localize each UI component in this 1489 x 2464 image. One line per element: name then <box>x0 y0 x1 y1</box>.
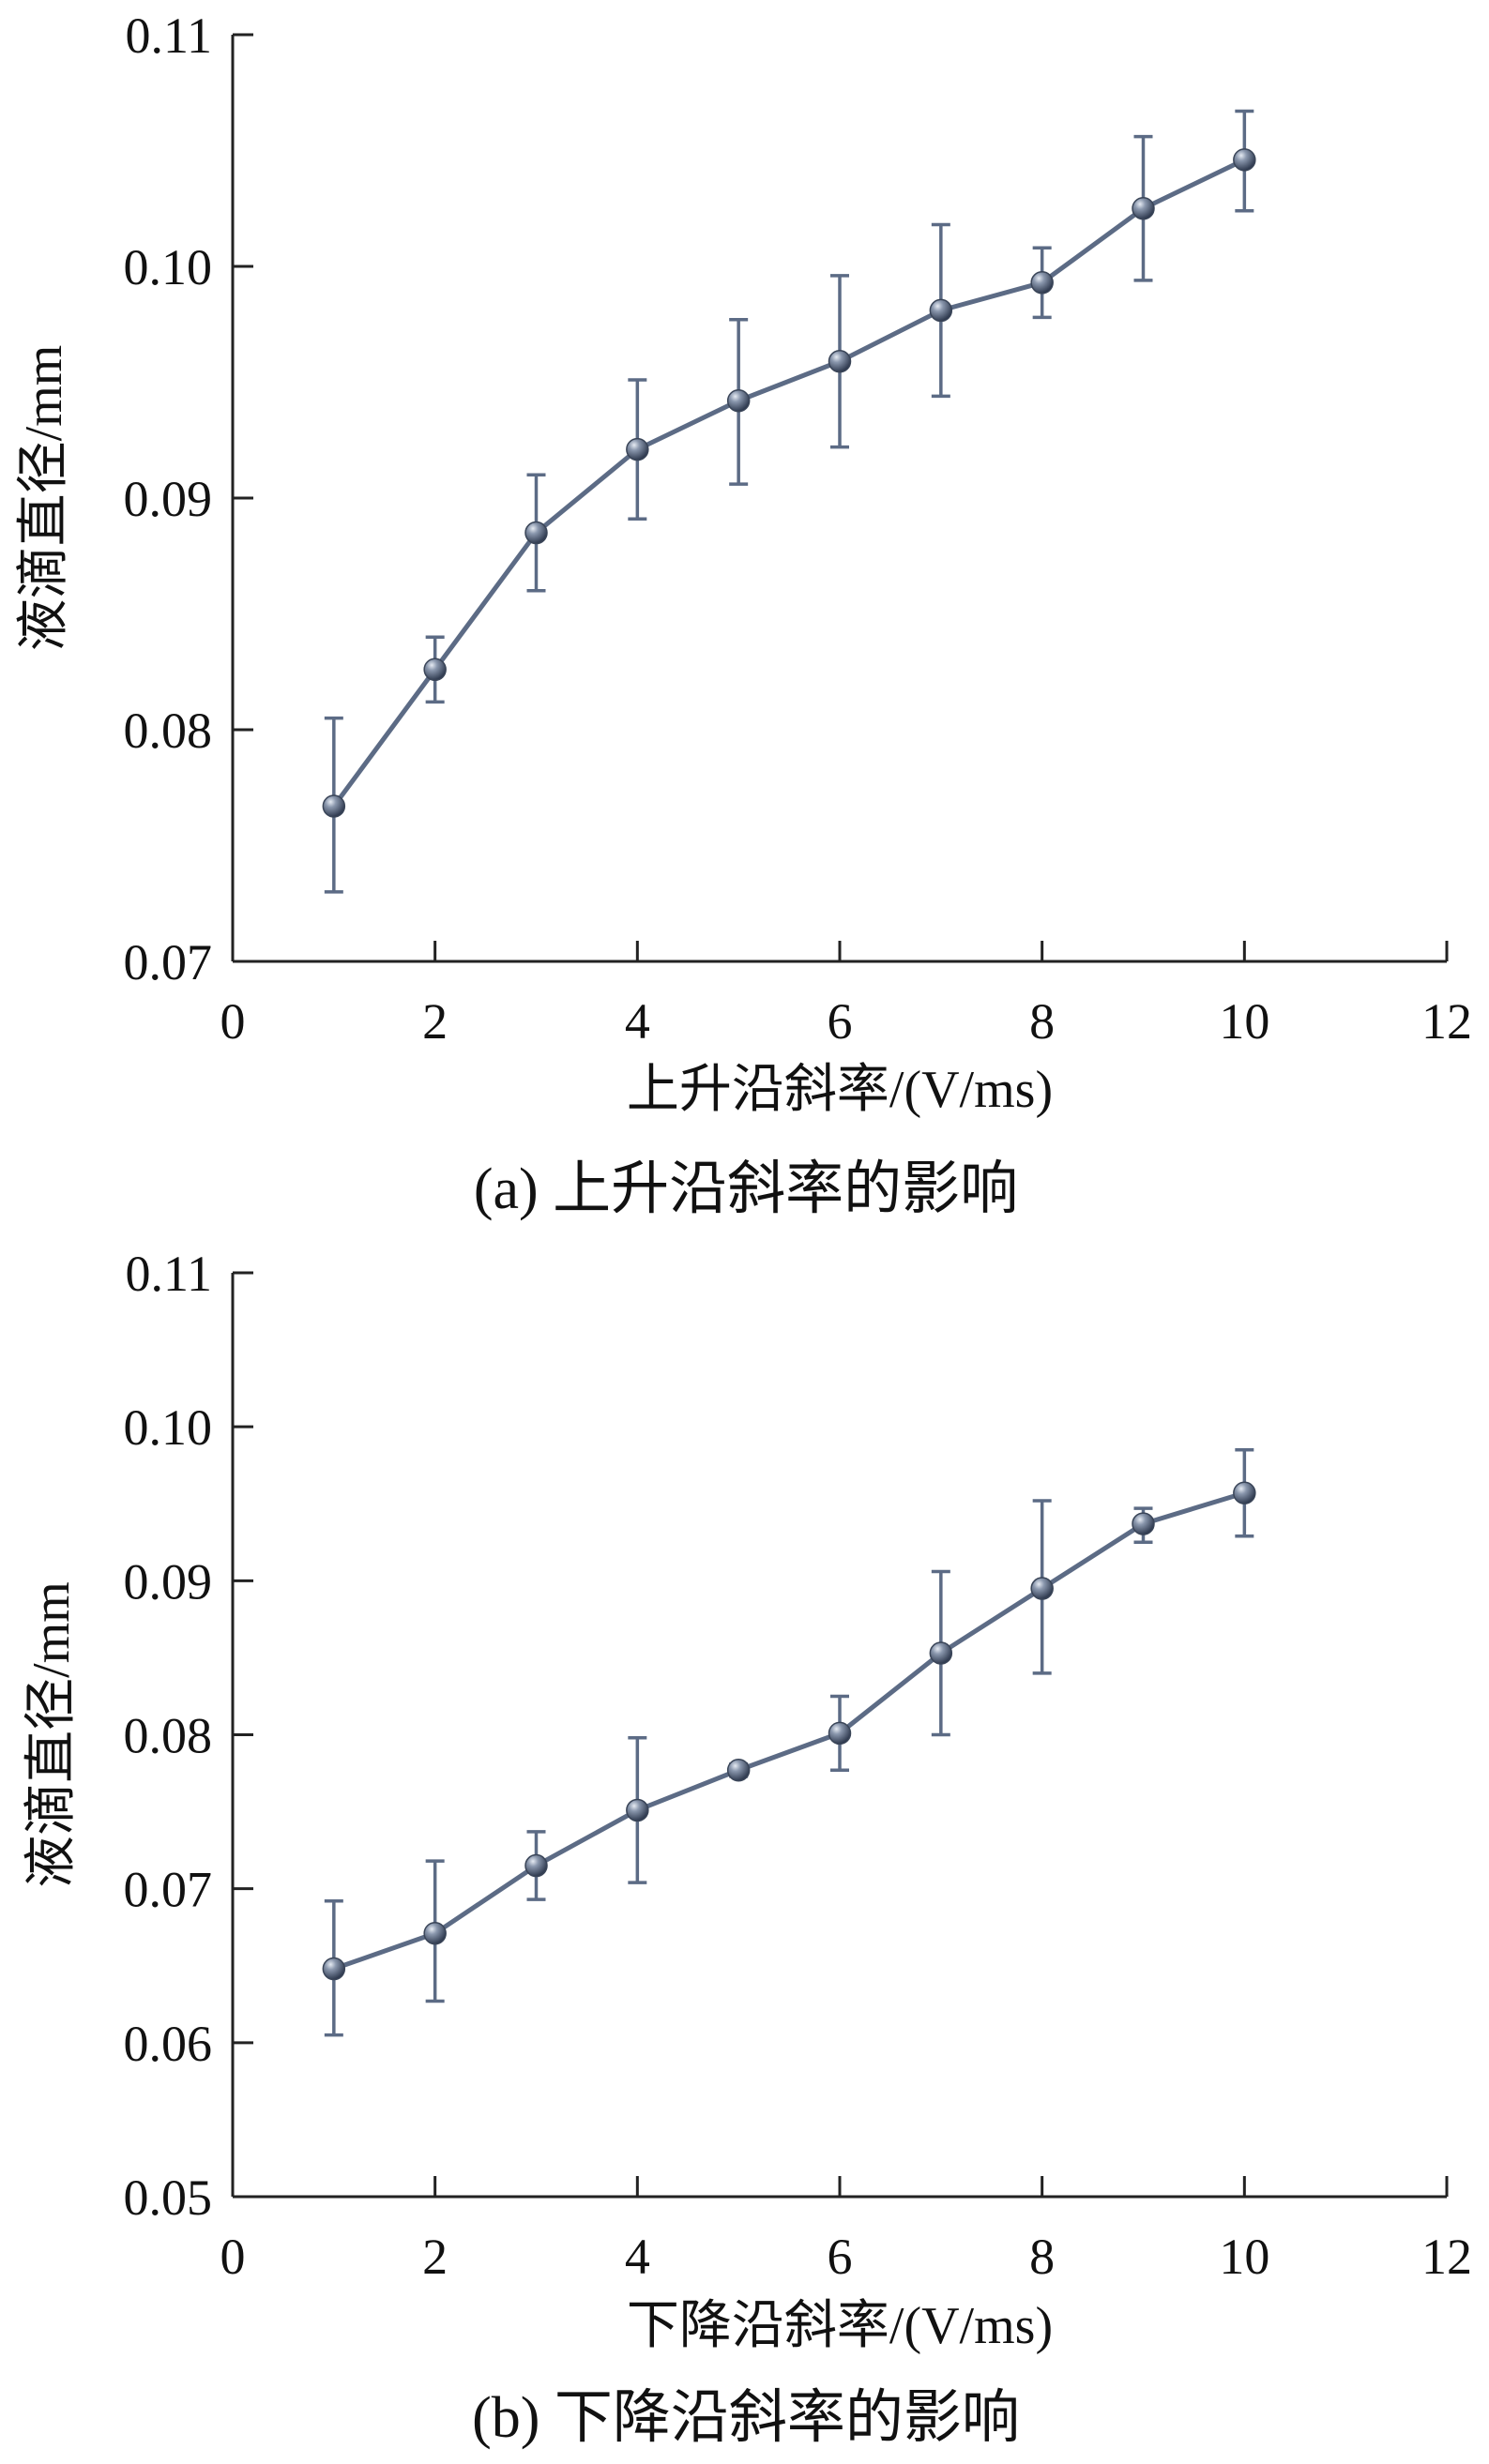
y-axis-label: 液滴直径/mm <box>23 1581 81 1888</box>
y-tick-label: 0.11 <box>126 8 213 64</box>
y-tick-label: 0.09 <box>124 1553 213 1610</box>
chart-b: 0.05 0.06 0.07 0.08 0.09 0.10 0.11 0 2 4 6 8 10 12 下降沿… <box>23 1246 1472 2450</box>
x-tick-label: 8 <box>1029 993 1055 1050</box>
panel-caption: (b) 下降沿斜率的影响 <box>472 2386 1020 2450</box>
x-tick-label: 2 <box>422 2229 448 2285</box>
data-point <box>828 350 852 373</box>
data-point <box>1030 271 1054 295</box>
data-point <box>322 1957 346 1981</box>
data-point <box>423 658 447 682</box>
x-tick-label: 6 <box>828 2229 853 2285</box>
x-tick-label: 4 <box>625 2229 650 2285</box>
series-line <box>331 158 1246 808</box>
data-point <box>1233 148 1256 172</box>
data-point <box>929 1641 953 1665</box>
x-tick-label: 12 <box>1421 993 1472 1050</box>
data-point <box>626 437 649 461</box>
data-point <box>726 1759 751 1782</box>
data-point <box>726 389 751 413</box>
y-tick-label: 0.10 <box>124 1399 213 1456</box>
data-point <box>929 298 953 323</box>
data-point <box>524 521 548 545</box>
y-tick-label: 0.05 <box>124 2169 213 2226</box>
x-tick-label: 6 <box>828 993 853 1050</box>
x-tick-label: 10 <box>1219 993 1269 1050</box>
data-point <box>322 794 346 818</box>
y-axis-label: 液滴直径/mm <box>15 345 73 652</box>
data-point <box>1132 1512 1155 1535</box>
data-point <box>1132 197 1155 220</box>
x-tick-label: 4 <box>625 993 650 1050</box>
y-tick-label: 0.06 <box>124 2016 213 2072</box>
x-axis-label: 上升沿斜率/(V/ms) <box>627 1061 1053 1119</box>
data-point <box>1233 1481 1256 1505</box>
data-point <box>626 1798 649 1822</box>
x-tick-label: 2 <box>422 993 448 1050</box>
y-tick-label: 0.07 <box>124 934 213 990</box>
y-tick-label: 0.08 <box>124 703 213 759</box>
y-tick-label: 0.11 <box>126 1246 213 1302</box>
x-tick-label: 0 <box>220 993 246 1050</box>
data-point <box>828 1721 852 1746</box>
x-tick-label: 10 <box>1219 2229 1269 2285</box>
y-tick-label: 0.10 <box>124 239 213 295</box>
x-tick-label: 0 <box>220 2229 246 2285</box>
x-tick-label: 8 <box>1029 2229 1055 2285</box>
data-point <box>423 1922 447 1945</box>
data-point <box>524 1853 548 1878</box>
series-line <box>333 1490 1246 1972</box>
y-tick-label: 0.07 <box>124 1862 213 1918</box>
chart-a: 0.07 0.08 0.09 0.10 0.11 0 2 4 6 8 10 12 上升沿斜率/(V/ms… <box>15 8 1472 1221</box>
x-axis-label: 下降沿斜率/(V/ms) <box>627 2297 1053 2355</box>
panel-caption: (a) 上升沿斜率的影响 <box>474 1157 1018 1221</box>
y-tick-label: 0.08 <box>124 1708 213 1764</box>
data-point <box>1030 1577 1054 1600</box>
y-tick-label: 0.09 <box>124 471 213 527</box>
x-tick-label: 12 <box>1421 2229 1472 2285</box>
